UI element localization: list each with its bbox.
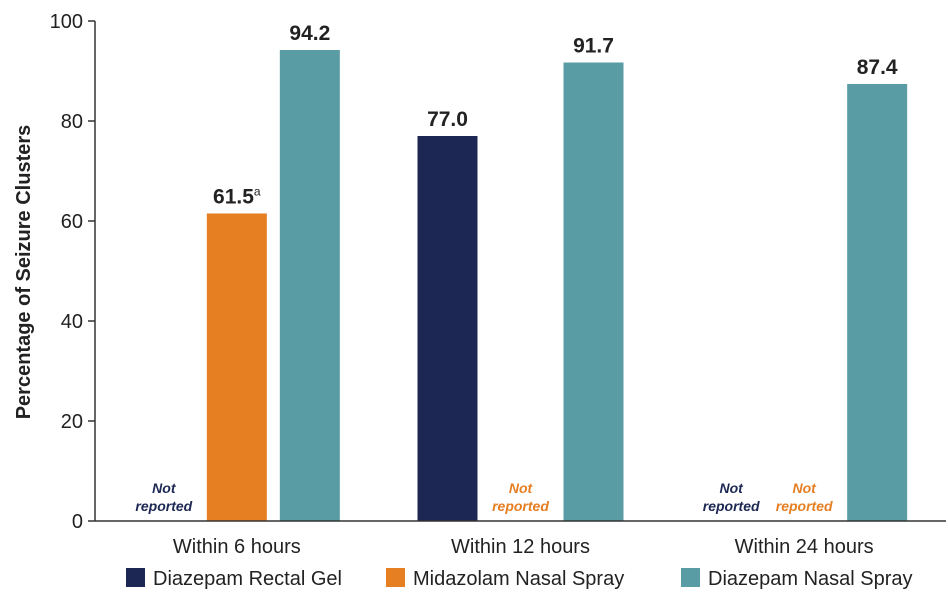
data-label: 87.4 bbox=[857, 56, 898, 79]
x-category-label: Within 12 hours bbox=[451, 536, 590, 558]
legend-swatch bbox=[681, 568, 700, 587]
y-axis: 0 20 40 60 80 100 bbox=[50, 11, 96, 533]
data-label: 94.2 bbox=[289, 22, 330, 45]
legend-swatch bbox=[386, 568, 405, 587]
bar bbox=[563, 62, 624, 521]
not-reported-labels-group: Not reported Not reported Not reported Not repo… bbox=[135, 480, 833, 514]
y-tick-label: 80 bbox=[61, 111, 83, 133]
y-tick-label: 20 bbox=[61, 411, 83, 433]
y-tick-label: 0 bbox=[72, 511, 83, 533]
bar bbox=[206, 213, 267, 521]
data-label-superscript: a bbox=[254, 185, 261, 199]
not-reported-label: Not reported bbox=[703, 480, 760, 514]
legend: Diazepam Rectal Gel Midazolam Nasal Spray… bbox=[126, 568, 913, 590]
x-axis: Within 6 hours Within 12 hours Within 24 h… bbox=[95, 520, 946, 558]
y-axis-label: Percentage of Seizure Clusters bbox=[13, 125, 35, 420]
data-label: 77.0 bbox=[427, 108, 468, 131]
not-reported-label: Not reported bbox=[492, 480, 549, 514]
legend-label: Midazolam Nasal Spray bbox=[413, 568, 624, 590]
value-labels-group: 61.5a 94.2 77.0 91.7 87.4 bbox=[213, 22, 898, 209]
x-category-label: Within 6 hours bbox=[173, 536, 301, 558]
y-tick-label: 60 bbox=[61, 211, 83, 233]
data-label: 91.7 bbox=[573, 35, 614, 58]
legend-swatch bbox=[126, 568, 145, 587]
legend-label: Diazepam Rectal Gel bbox=[153, 568, 342, 590]
legend-label: Diazepam Nasal Spray bbox=[708, 568, 913, 590]
bars-group bbox=[206, 50, 908, 521]
data-label: 61.5a bbox=[213, 185, 261, 209]
not-reported-label: Not reported bbox=[776, 480, 833, 514]
bar bbox=[417, 136, 478, 521]
y-tick-label: 100 bbox=[50, 11, 83, 33]
y-tick-label: 40 bbox=[61, 311, 83, 333]
x-category-label: Within 24 hours bbox=[735, 536, 874, 558]
bar bbox=[847, 84, 908, 521]
bar bbox=[279, 50, 340, 521]
not-reported-label: Not reported bbox=[135, 480, 192, 514]
